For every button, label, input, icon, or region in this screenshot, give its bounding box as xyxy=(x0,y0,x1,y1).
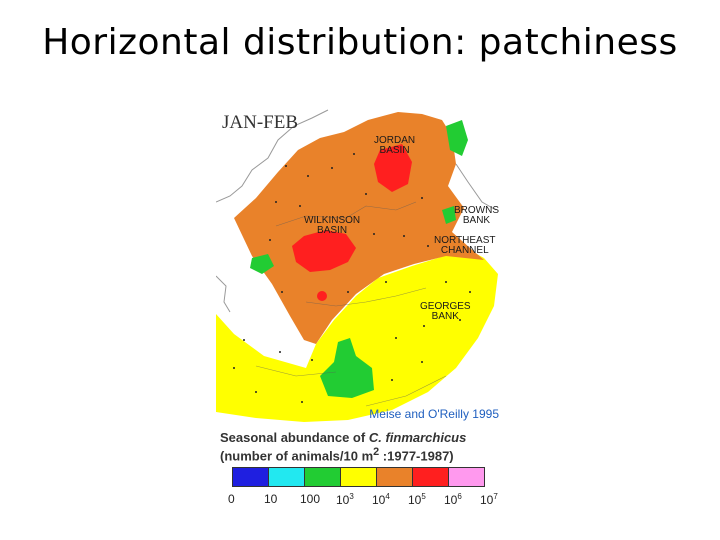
scale-swatch-6 xyxy=(448,467,485,487)
bathymetry-lines xyxy=(255,201,447,407)
sample-stations xyxy=(233,153,471,403)
red-patch-jordan xyxy=(374,144,412,192)
green-patch-south xyxy=(320,338,374,398)
scale-tick-4: 104 xyxy=(372,492,390,507)
abundance-map: JAN-FEB JORDAN BASIN WILKINSON BASIN BROWN… xyxy=(216,106,503,428)
red-patch-wilkinson xyxy=(292,230,356,272)
wilkinson-basin-label: WILKINSON BASIN xyxy=(304,215,361,236)
scale-swatch-5 xyxy=(412,467,449,487)
legend-caption: Seasonal abundance of C. finmarchicus (n… xyxy=(220,430,466,463)
orange-zone xyxy=(234,112,484,344)
scale-swatch-4 xyxy=(376,467,413,487)
scale-tick-0: 0 xyxy=(228,492,235,506)
green-patch-ne xyxy=(446,120,468,156)
northeast-channel-label: NORTHEAST CHANNEL xyxy=(434,235,496,256)
scale-tick-3: 103 xyxy=(336,492,354,507)
scale-tick-5: 105 xyxy=(408,492,426,507)
scale-swatch-0 xyxy=(232,467,269,487)
map-graphic xyxy=(216,106,503,428)
red-patch-small xyxy=(317,291,327,301)
georges-bank-label: GEORGES BANK xyxy=(420,301,471,322)
scale-tick-1: 10 xyxy=(264,492,278,506)
slide-title: Horizontal distribution: patchiness xyxy=(42,22,678,63)
color-scale xyxy=(232,467,485,487)
scale-tick-6: 106 xyxy=(444,492,462,507)
browns-bank-label: BROWNS BANK xyxy=(454,205,499,226)
scale-tick-7: 107 xyxy=(480,492,498,507)
season-label: JAN-FEB xyxy=(222,112,299,133)
scale-swatch-3 xyxy=(340,467,377,487)
legend-units: (number of animals/10 m2 :1977-1987) xyxy=(220,446,454,464)
green-patch-east xyxy=(442,206,456,224)
scale-swatch-1 xyxy=(268,467,305,487)
green-patch-west xyxy=(250,254,274,274)
scale-tick-2: 100 xyxy=(300,492,321,506)
map-credit: Meise and O'Reilly 1995 xyxy=(369,407,499,421)
legend-title: Seasonal abundance of C. finmarchicus xyxy=(220,430,467,445)
jordan-basin-label: JORDAN BASIN xyxy=(374,135,416,156)
yellow-zone xyxy=(216,248,498,422)
scale-swatch-2 xyxy=(304,467,341,487)
coastline xyxy=(216,109,497,313)
